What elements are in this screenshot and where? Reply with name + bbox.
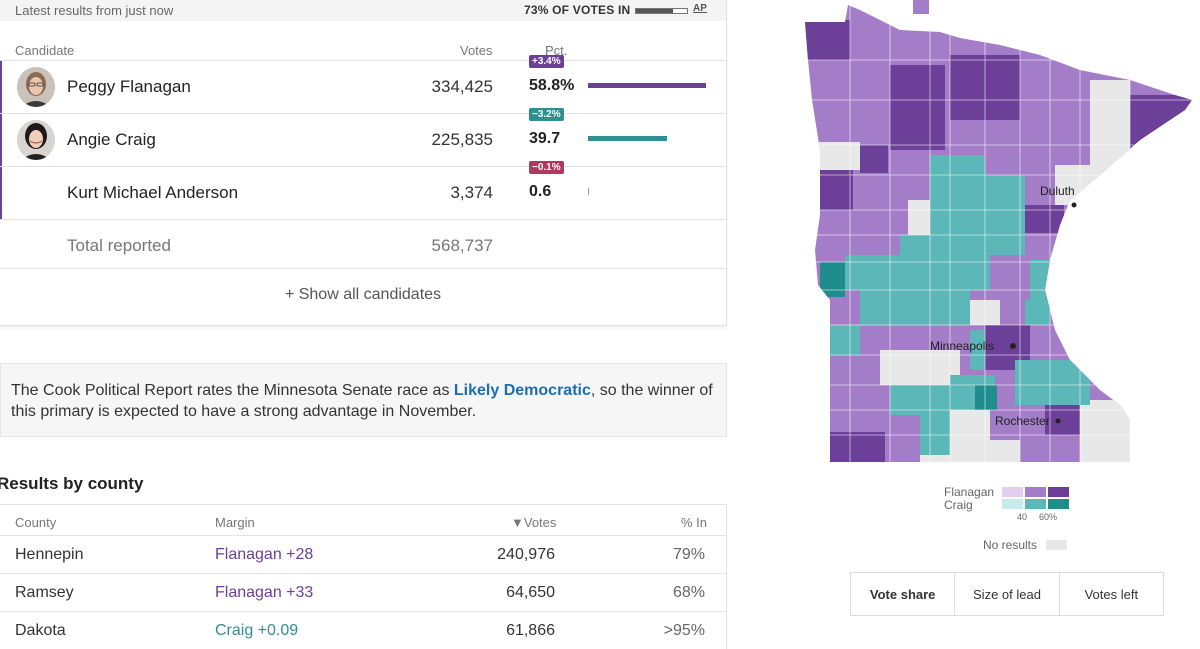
candidate-pct: 39.7 xyxy=(529,130,561,147)
cook-rating-note: The Cook Political Report rates the Minn… xyxy=(0,363,727,437)
status-bar: Latest results from just now 73% OF VOTE… xyxy=(0,0,726,21)
candidate-pct: 58.8% xyxy=(529,77,575,94)
table-row: Dakota Craig +0.09 61,866 >95% xyxy=(0,611,726,649)
leader-indicator xyxy=(0,167,2,219)
county-pct-in: 79% xyxy=(672,546,705,563)
northwest-angle xyxy=(913,0,929,14)
legend-tick: 60% xyxy=(1039,512,1058,522)
change-badge: −0.1% xyxy=(529,161,564,174)
leader-indicator xyxy=(0,61,2,113)
table-row: Hennepin Flanagan +28 240,976 79% xyxy=(0,535,726,573)
duluth-label: Duluth xyxy=(1040,184,1075,198)
map-mode-toggle: Vote share Size of lead Votes left xyxy=(850,572,1164,616)
size-of-lead-button[interactable]: Size of lead xyxy=(955,573,1060,615)
legend-swatch xyxy=(1002,487,1023,497)
candidate-votes: 334,425 xyxy=(431,77,493,96)
county-pct-in: >95% xyxy=(663,622,705,639)
rochester-marker xyxy=(1055,418,1061,424)
legend-swatch xyxy=(1002,499,1023,509)
change-badge: −3.2% xyxy=(529,108,564,121)
map-legend: Flanagan Craig 40 60% xyxy=(944,485,1074,525)
votes-in-progress xyxy=(635,8,688,14)
legend-tick: 40 xyxy=(1017,512,1028,522)
county-name: Ramsey xyxy=(15,584,74,601)
candidate-votes: 3,374 xyxy=(450,183,493,202)
votes-col-header[interactable]: ▼Votes xyxy=(511,515,557,530)
cook-text-after: , so the winner of this primary is expec… xyxy=(11,382,713,420)
legend-swatch xyxy=(1025,487,1046,497)
county-results-title: Results by county xyxy=(0,474,144,493)
county-table: County Margin ▼Votes % In Hennepin Flana… xyxy=(0,504,727,649)
minneapolis-marker xyxy=(1010,343,1016,349)
total-label: Total reported xyxy=(67,236,171,255)
candidate-photo xyxy=(17,67,55,107)
legend-swatch xyxy=(1048,487,1069,497)
county-shapes xyxy=(805,5,1192,462)
change-badge: +3.4% xyxy=(529,55,564,68)
column-votes: Votes xyxy=(460,43,493,58)
legend-flanagan-label: Flanagan xyxy=(944,485,995,499)
total-votes: 568,737 xyxy=(431,236,493,255)
duluth-marker xyxy=(1071,202,1077,208)
candidate-photo xyxy=(17,120,55,160)
county-votes: 240,976 xyxy=(497,546,555,563)
votes-in-text: 73% OF VOTES IN xyxy=(524,3,631,17)
county-margin: Flanagan +28 xyxy=(215,546,314,563)
county-name: Hennepin xyxy=(15,546,84,563)
margin-col-header[interactable]: Margin xyxy=(215,515,255,530)
in-col-header[interactable]: % In xyxy=(681,515,708,530)
county-margin: Flanagan +33 xyxy=(215,584,314,601)
county-votes: 64,650 xyxy=(506,584,555,601)
no-results-swatch xyxy=(1046,540,1067,550)
candidate-votes: 225,835 xyxy=(431,130,493,149)
results-card: Latest results from just now 73% OF VOTE… xyxy=(0,0,727,326)
column-pct: Pct. xyxy=(545,43,568,58)
county-name: Dakota xyxy=(15,622,66,639)
total-row: Total reported 568,737 xyxy=(0,219,726,272)
show-all-candidates-button[interactable]: + Show all candidates xyxy=(0,268,726,322)
votes-left-button[interactable]: Votes left xyxy=(1059,573,1163,615)
pct-bar xyxy=(588,83,706,88)
likely-democratic-link[interactable]: Likely Democratic xyxy=(453,382,591,399)
candidate-row: Peggy Flanagan 334,425 +3.4% 58.8% xyxy=(0,55,726,113)
ap-source-link[interactable]: AP xyxy=(693,3,707,14)
rochester-label: Rochester xyxy=(995,414,1050,428)
candidate-row: Kurt Michael Anderson 3,374 −0.1% 0.6 xyxy=(0,161,726,219)
votes-in-progress-fill xyxy=(636,9,674,13)
legend-craig-label: Craig xyxy=(944,498,973,512)
county-margin: Craig +0.09 xyxy=(215,622,299,639)
candidate-name: Kurt Michael Anderson xyxy=(67,183,239,202)
leader-indicator xyxy=(0,114,2,166)
candidate-pct: 0.6 xyxy=(529,183,552,200)
vote-share-button[interactable]: Vote share xyxy=(851,573,956,615)
county-col-header[interactable]: County xyxy=(15,515,57,530)
minneapolis-label: Minneapolis xyxy=(930,339,994,353)
county-pct-in: 68% xyxy=(672,584,705,601)
pct-bar xyxy=(588,136,668,141)
column-candidate: Candidate xyxy=(15,43,75,58)
table-row: Ramsey Flanagan +33 64,650 68% xyxy=(0,573,726,611)
county-votes: 61,866 xyxy=(506,622,555,639)
candidate-row: Angie Craig 225,835 −3.2% 39.7 xyxy=(0,108,726,166)
county-map[interactable]: Duluth Minneapolis Rochester xyxy=(800,0,1200,470)
legend-swatch xyxy=(1025,499,1046,509)
latest-results-text: Latest results from just now xyxy=(15,3,174,18)
legend-swatch xyxy=(1048,499,1069,509)
candidate-name: Angie Craig xyxy=(67,130,156,149)
cook-text-before: The Cook Political Report rates the Minn… xyxy=(11,382,454,399)
candidate-name: Peggy Flanagan xyxy=(67,77,191,96)
pct-bar xyxy=(588,188,590,195)
no-results-label: No results xyxy=(983,538,1038,552)
